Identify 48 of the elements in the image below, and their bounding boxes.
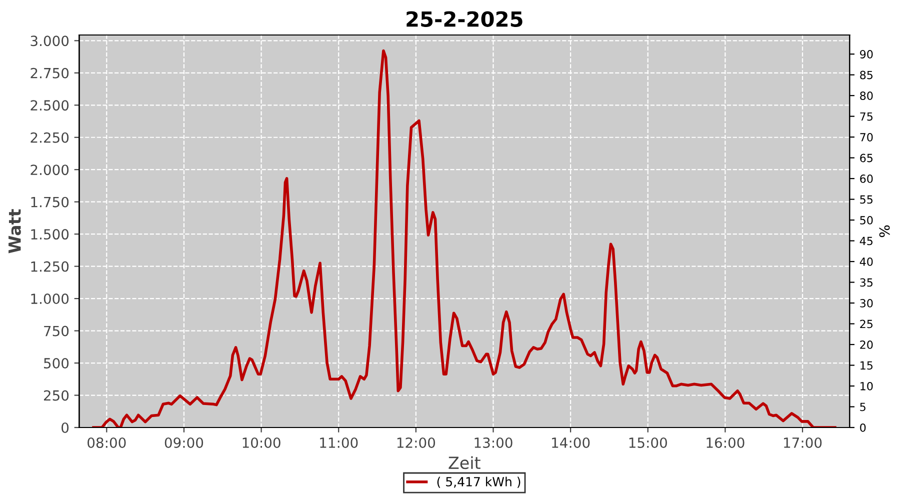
- y-tick-label: 0: [62, 422, 69, 433]
- y2-tick-label: 45: [860, 236, 872, 246]
- x-tick-label: 14:00: [552, 437, 590, 448]
- y2-tick-label: 50: [860, 216, 873, 224]
- legend-label: ( 5,417 kWh ): [437, 476, 520, 488]
- x-tick-label: 16:00: [706, 437, 744, 448]
- y-tick-label: 1.750: [31, 196, 69, 208]
- y2-tick-label: 85: [860, 70, 872, 80]
- y2-tick-label: 80: [860, 92, 873, 100]
- x-tick-label: 13:00: [474, 437, 512, 448]
- y2-tick-label: 90: [860, 50, 873, 58]
- y-tick-label: 2.500: [30, 100, 69, 111]
- y2-tick-label: 55: [860, 195, 872, 204]
- line-series: [92, 49, 836, 428]
- y2-tick-label: 30: [860, 299, 873, 308]
- y2-tick-label: 5: [860, 402, 866, 412]
- y-tick-label: 2.750: [30, 68, 69, 78]
- x-tick-label: 12:00: [397, 437, 436, 448]
- y-tick-label: 250: [44, 390, 69, 401]
- x-tick-label: 10:00: [242, 437, 280, 448]
- y2-tick-label: 65: [860, 154, 872, 162]
- y-tick-label: 1.250: [31, 261, 69, 272]
- y2-tick-label: 15: [860, 361, 872, 370]
- x-tick-label: 11:00: [320, 437, 358, 448]
- y2-tick-label: 60: [860, 174, 873, 183]
- y-axis-title: Watt: [8, 209, 21, 254]
- y2-tick-label: 75: [860, 112, 872, 121]
- y2-tick-label: 70: [860, 133, 873, 142]
- y-tick-label: 1.500: [31, 229, 69, 240]
- x-tick-label: 15:00: [629, 437, 667, 448]
- x-tick-label: 09:00: [164, 437, 204, 448]
- y-tick-label: 500: [44, 358, 69, 369]
- x-axis-title: Zeit: [448, 456, 480, 470]
- y2-tick-label: 35: [860, 278, 872, 287]
- chart-title: 25-2-2025: [406, 11, 522, 27]
- y-tick-label: 2.250: [30, 132, 69, 143]
- x-tick-label: 17:00: [784, 437, 822, 448]
- y2-tick-label: 20: [860, 340, 873, 349]
- y2-tick-label: 25: [860, 320, 872, 328]
- y-tick-label: 3.000: [30, 36, 69, 46]
- y2-tick-label: 0: [860, 423, 866, 432]
- y2-axis-title: %: [879, 225, 890, 238]
- y-tick-label: 1.000: [31, 294, 69, 304]
- y-tick-label: 2.000: [30, 164, 69, 176]
- y-tick-label: 750: [44, 326, 69, 336]
- y2-tick-label: 40: [860, 258, 873, 266]
- x-tick-label: 08:00: [88, 437, 126, 448]
- y2-tick-label: 10: [860, 382, 873, 390]
